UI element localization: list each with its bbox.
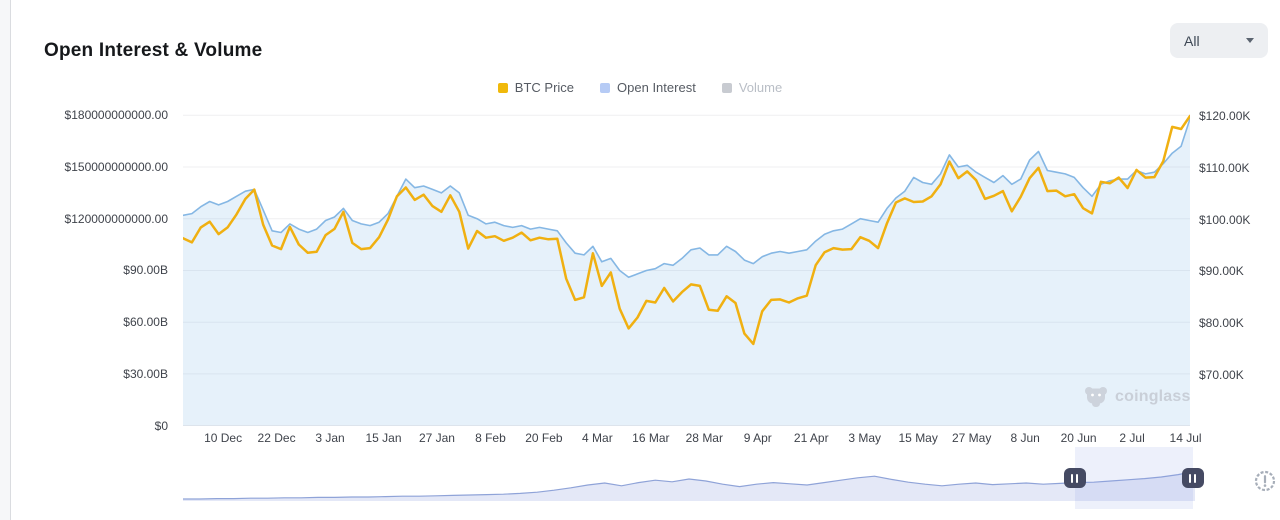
x-axis-tick: 21 Apr [793, 431, 829, 445]
legend-label: BTC Price [514, 80, 575, 95]
navigator-line [183, 470, 1195, 500]
alert-settings-icon[interactable] [1251, 467, 1279, 495]
left-axis-tick: $60.00B [123, 315, 168, 330]
x-axis-tick: 15 Jan [365, 431, 402, 445]
btc-price-line [181, 114, 1192, 346]
main-chart-plot[interactable] [181, 108, 1192, 427]
left-axis-tick: $180000000000.00 [64, 108, 168, 123]
chart-legend: BTC Price Open Interest Volume [0, 80, 1280, 95]
legend-swatch [600, 82, 611, 93]
x-axis-tick: 14 Jul [1169, 431, 1202, 445]
legend-item-volume[interactable]: Volume [721, 80, 783, 95]
x-axis-tick: 3 Jan [315, 431, 345, 445]
legend-item-open-interest[interactable]: Open Interest [600, 80, 696, 95]
right-axis-tick: $80.00K [1199, 316, 1244, 331]
left-axis-tick: $150000000000.00 [64, 160, 168, 175]
x-axis-tick: 27 Jan [418, 431, 455, 445]
x-axis-tick: 28 Mar [685, 431, 723, 445]
navigator-selection-window[interactable] [1074, 447, 1193, 509]
left-axis-tick: $120000000000.00 [64, 211, 168, 226]
main-chart-svg [181, 114, 1192, 427]
open-interest-line [182, 117, 1191, 279]
x-axis: 10 Dec 22 Dec 3 Jan 15 Jan 27 Jan 8 Feb 20 Feb… [183, 431, 1201, 447]
x-axis-tick: 2 Jul [1119, 431, 1145, 445]
x-axis-tick: 20 Feb [525, 431, 563, 445]
left-axis-tick: $0 [154, 418, 168, 433]
x-axis-tick: 3 May [848, 431, 882, 445]
legend-swatch [721, 82, 732, 93]
x-axis-tick: 20 Jun [1060, 431, 1097, 445]
legend-label: Volume [738, 80, 783, 95]
right-axis: $120.00K $110.00K $100.00K $90.00K $80.00K $7… [1199, 0, 1279, 460]
left-axis-tick: $30.00B [123, 366, 168, 381]
x-axis-tick: 4 Mar [582, 431, 613, 445]
right-axis-tick: $90.00K [1199, 264, 1244, 279]
left-axis-tick: $90.00B [123, 263, 168, 278]
right-axis-tick: $110.00K [1199, 160, 1250, 175]
x-axis-tick: 8 Jun [1010, 431, 1040, 445]
x-axis-tick: 8 Feb [475, 431, 506, 445]
legend-swatch [497, 82, 508, 93]
legend-item-btc-price[interactable]: BTC Price [497, 80, 575, 95]
legend-label: Open Interest [617, 80, 696, 95]
navigator-left-handle[interactable] [1063, 468, 1086, 488]
left-axis: $180000000000.00 $150000000000.00 $1200000… [0, 0, 176, 460]
x-axis-tick: 16 Mar [632, 431, 670, 445]
x-axis-tick: 10 Dec [204, 431, 243, 445]
right-axis-tick: $100.00K [1199, 212, 1251, 227]
x-axis-tick: 9 Apr [743, 431, 772, 445]
x-axis-tick: 22 Dec [257, 431, 296, 445]
range-selector-dropdown[interactable]: All [1170, 23, 1268, 58]
page-title: Open Interest & Volume [44, 39, 263, 61]
open-interest-area [183, 118, 1190, 426]
right-axis-tick: $120.00K [1199, 109, 1251, 123]
range-navigator[interactable] [183, 447, 1204, 509]
navigator-right-handle[interactable] [1181, 468, 1204, 488]
left-edge-strip [0, 0, 11, 520]
range-selector-value: All [1184, 32, 1200, 49]
navigator-svg [183, 470, 1195, 501]
x-axis-tick: 15 May [898, 431, 938, 445]
chevron-down-icon [1246, 38, 1254, 43]
right-axis-tick: $70.00K [1199, 368, 1244, 382]
navigator-area [183, 471, 1195, 501]
x-axis-tick: 27 May [951, 431, 992, 445]
